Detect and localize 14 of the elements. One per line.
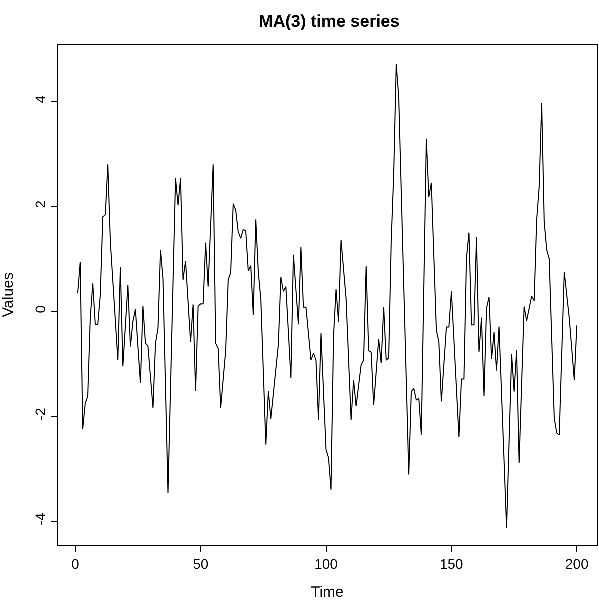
x-tick-label: 100: [314, 556, 338, 572]
y-tick-label: 0: [32, 305, 48, 314]
y-tick-label: -2: [32, 408, 48, 421]
x-tick-label: 200: [565, 556, 589, 572]
y-tick-label: -4: [32, 512, 48, 526]
x-tick-label: 50: [193, 556, 209, 572]
x-tick-label: 150: [440, 556, 464, 572]
y-tick-label: 4: [32, 95, 48, 104]
line-series: [77, 64, 578, 529]
y-tick-label: 2: [32, 200, 48, 208]
chart-title: MA(3) time series: [259, 12, 400, 32]
x-axis-title: Time: [311, 584, 344, 601]
x-tick-label: 0: [72, 556, 80, 572]
y-axis-title: Values: [0, 272, 17, 318]
